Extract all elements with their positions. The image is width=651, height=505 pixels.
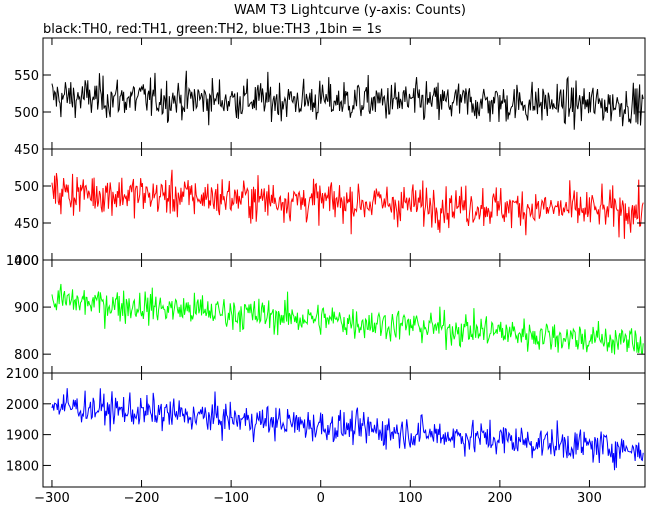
y-tick-label: 450 [14,143,39,158]
x-tick-label: 0 [317,491,325,505]
x-tick-label: 300 [577,491,602,505]
y-tick-label: 450 [14,217,39,232]
panel-th2: 800 900 1000 [6,254,646,374]
series-line-th0 [51,70,644,130]
series-line-th3 [51,388,644,471]
panel-frame [42,372,646,488]
y-tick-label: 1800 [6,459,39,474]
x-tick-label: −100 [213,491,249,505]
x-tick-label: 100 [398,491,423,505]
panel-group: 450 500 550 400 450 500 800 900 1000 1800 1900 2000… [6,37,646,488]
panel-th1: 400 450 500 [14,148,646,269]
y-tick-label: 2100 [6,367,39,382]
y-tick-label: 1000 [6,254,39,269]
chart-subtitle: black:TH0, red:TH1, green:TH2, blue:TH3 … [43,22,382,37]
panel-frame [42,259,646,374]
y-tick-label: 800 [14,348,39,363]
x-tick-label: −300 [34,491,70,505]
y-tick-label: 500 [14,106,39,121]
panel-th0: 450 500 550 [14,37,646,158]
y-tick-label: 550 [14,69,39,84]
panel-th3: 1800 1900 2000 2100 [6,367,646,488]
x-axis: −300 −200 −100 0 100 200 300 [34,491,602,505]
y-tick-label: 500 [14,180,39,195]
chart-title: WAM T3 Lightcurve (y-axis: Counts) [234,3,466,18]
y-tick-label: 400 [14,254,39,269]
y-tick-label: 900 [14,301,39,316]
y-tick-label: 2000 [6,398,39,413]
x-tick-label: −200 [124,491,160,505]
x-tick-label: 200 [487,491,512,505]
series-line-th1 [51,169,644,239]
y-tick-label: 1900 [6,429,39,444]
series-line-th2 [51,283,644,355]
